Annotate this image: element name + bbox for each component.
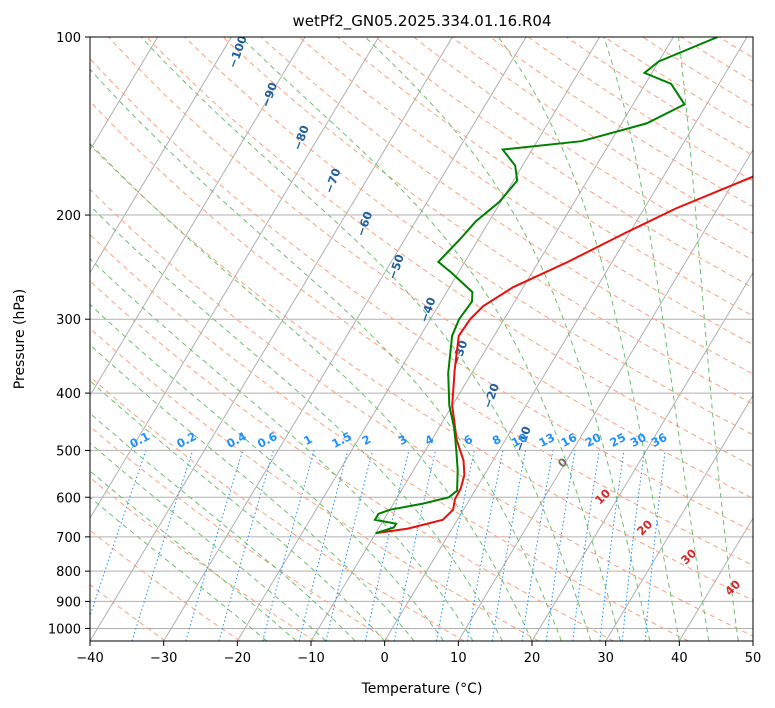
dry-adiabat-line: [337, 37, 753, 317]
dry-adiabat-line: [90, 144, 753, 601]
dry-adiabat-line: [90, 425, 390, 641]
dry-adiabat-line: [90, 100, 753, 567]
moist-adiabat-line: [90, 380, 386, 641]
mixing-ratio-label: 30: [628, 430, 649, 450]
isotherm-line: [90, 37, 159, 151]
dry-adiabat-line: [489, 37, 753, 208]
moist-adiabat-line: [497, 37, 680, 641]
dry-adiabat-line: [90, 327, 540, 641]
moist-adiabat-line: [90, 204, 503, 641]
isotherm-line: [0, 37, 10, 641]
y-tick-label: 700: [56, 531, 81, 546]
mixing-ratio-line: [572, 450, 600, 641]
isotherm-line: [90, 37, 232, 274]
moist-adiabat-line: [90, 142, 533, 641]
y-tick-label: 100: [56, 31, 81, 46]
moist-adiabat-line: [90, 496, 268, 641]
isotherm-line: [90, 37, 306, 397]
moist-adiabat-line: [90, 442, 327, 641]
mixing-ratio-line: [131, 450, 194, 641]
x-tick-label: −30: [150, 651, 177, 666]
y-axis-label: Pressure (hPa): [12, 289, 28, 389]
dry-adiabat-line: [146, 37, 753, 467]
moist-adiabat-line: [90, 412, 356, 641]
moist-adiabat-line: [90, 68, 562, 641]
y-tick-label: 800: [56, 565, 81, 580]
mixing-ratio-line: [644, 450, 666, 641]
mixing-ratio-label: 16: [558, 430, 579, 450]
dry-adiabat-line: [108, 37, 753, 500]
x-tick-label: −10: [297, 651, 324, 666]
mixing-ratio-line: [218, 450, 274, 641]
dry-adiabat-line: [375, 37, 753, 289]
chart-title: wetPf2_GN05.2025.334.01.16.R04: [292, 12, 551, 31]
moist-adiabat-line: [90, 303, 444, 641]
isotherm-line: [531, 271, 753, 641]
moist-adiabat-line: [678, 37, 739, 641]
isotherm-line: [236, 37, 601, 641]
x-tick-label: 0: [381, 651, 389, 666]
temperature-profile-line: [375, 175, 753, 535]
y-tick-label: 300: [56, 313, 81, 328]
y-tick-label: 500: [56, 444, 81, 459]
moist-adiabat-line: [90, 470, 297, 641]
dry-adiabat-line: [298, 37, 753, 346]
dry-adiabat-line: [90, 188, 753, 637]
dry-adiabat-line: [90, 376, 465, 641]
moist-adiabat-line: [140, 37, 592, 641]
mixing-ratio-label: 10: [509, 430, 530, 450]
isotherm-line: [310, 37, 674, 641]
mixing-ratio-line: [185, 450, 244, 641]
dry-adiabat-line: [184, 37, 753, 436]
mixing-ratio-line: [545, 450, 576, 641]
mixing-ratio-line: [262, 450, 315, 641]
y-tick-label: 900: [56, 595, 81, 610]
dewpoint-profile-line: [373, 37, 718, 535]
moist-adiabat-line: [90, 258, 474, 641]
dry-adiabat-line: [90, 233, 689, 641]
x-tick-label: 30: [597, 651, 614, 666]
y-tick-label: 200: [56, 209, 81, 224]
isotherm-line: [90, 37, 380, 520]
dry-adiabat-line: [90, 57, 753, 533]
mixing-ratio-label: 20: [583, 430, 604, 450]
mixing-ratio-label: 25: [607, 430, 628, 450]
y-tick-label: 1000: [48, 622, 81, 637]
plot-frame: [89, 36, 754, 642]
x-tick-label: 20: [524, 651, 541, 666]
isotherm-line: [90, 37, 453, 641]
dry-adiabat-line: [757, 37, 775, 641]
isotherm-line: [752, 640, 753, 641]
y-tick-label: 600: [56, 491, 81, 506]
y-tick-label: 400: [56, 387, 81, 402]
mixing-ratio-line: [325, 450, 374, 641]
x-tick-label: 50: [745, 651, 762, 666]
moist-adiabat-line: [603, 37, 710, 641]
dry-adiabat-line: [413, 37, 753, 261]
mixing-ratio-line: [599, 450, 625, 641]
isotherm-line: [163, 37, 527, 641]
moist-adiabat-line: [240, 37, 621, 641]
moist-adiabat-line: [90, 344, 415, 641]
dry-adiabat-line: [90, 280, 614, 641]
mixing-ratio-label: 36: [649, 430, 670, 450]
mixing-ratio-line: [521, 450, 554, 641]
x-tick-label: −40: [76, 651, 103, 666]
isotherm-line: [678, 517, 753, 641]
isotherm-line: [384, 37, 748, 641]
x-tick-label: 40: [671, 651, 688, 666]
x-tick-label: −20: [224, 651, 251, 666]
x-tick-label: 10: [450, 651, 467, 666]
x-axis-label: Temperature (°C): [361, 681, 483, 697]
mixing-ratio-label: 13: [536, 430, 557, 450]
dry-adiabat-line: [527, 37, 753, 182]
mixing-ratio-line: [621, 450, 645, 641]
mixing-ratio-line: [298, 450, 349, 641]
isotherm-line: [605, 394, 753, 641]
